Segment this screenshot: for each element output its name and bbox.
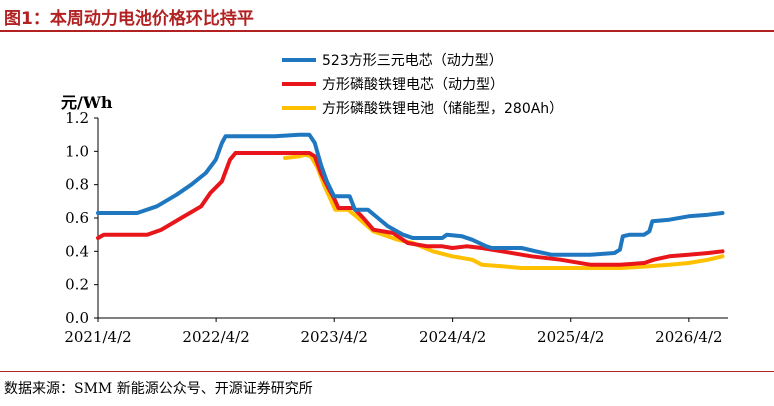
legend-label-2: 方形磷酸铁锂电芯（动力型） <box>322 77 504 93</box>
x-tick-label: 2021/4/2 <box>64 328 131 346</box>
legend-label-3: 方形磷酸铁锂电池（储能型，280Ah） <box>322 101 563 117</box>
y-tick-label: 0.4 <box>65 242 89 260</box>
title-rule <box>0 30 774 32</box>
source-rule <box>0 371 774 372</box>
x-tick-label: 2023/4/2 <box>301 328 368 346</box>
series-line-1 <box>96 132 725 257</box>
chart-legend: 523方形三元电芯（动力型） 方形磷酸铁锂电芯（动力型） 方形磷酸铁锂电池（储能型，… <box>282 53 563 117</box>
source-note: 数据来源：SMM 新能源公众号、开源证券研究所 <box>4 381 313 397</box>
x-tick-label: 2025/4/2 <box>537 328 604 346</box>
chart-axes: 0.0 0.2 0.4 0.6 0.8 1.0 1.2 2021/4/2 2022/4/2 202… <box>64 109 728 346</box>
legend-label-1: 523方形三元电芯（动力型） <box>322 53 503 69</box>
y-tick-label: 1.0 <box>65 142 89 160</box>
y-axis-unit-label: 元/Wh <box>61 93 113 112</box>
y-tick-label: 0.0 <box>65 309 89 327</box>
x-tick-label: 2024/4/2 <box>419 328 486 346</box>
y-tick-label: 0.6 <box>65 209 89 227</box>
x-tick-label: 2022/4/2 <box>182 328 249 346</box>
y-tick-label: 0.8 <box>65 176 89 194</box>
x-tick-label: 2026/4/2 <box>655 328 722 346</box>
chart-series <box>96 132 725 270</box>
y-tick-label: 0.2 <box>65 276 89 294</box>
series-line-2 <box>96 151 725 267</box>
line-chart: 0.0 0.2 0.4 0.6 0.8 1.0 1.2 2021/4/2 2022/4/2 202… <box>61 53 728 346</box>
figure-title: 图1：本周动力电池价格环比持平 <box>4 9 254 29</box>
y-tick-label: 1.2 <box>65 109 89 127</box>
